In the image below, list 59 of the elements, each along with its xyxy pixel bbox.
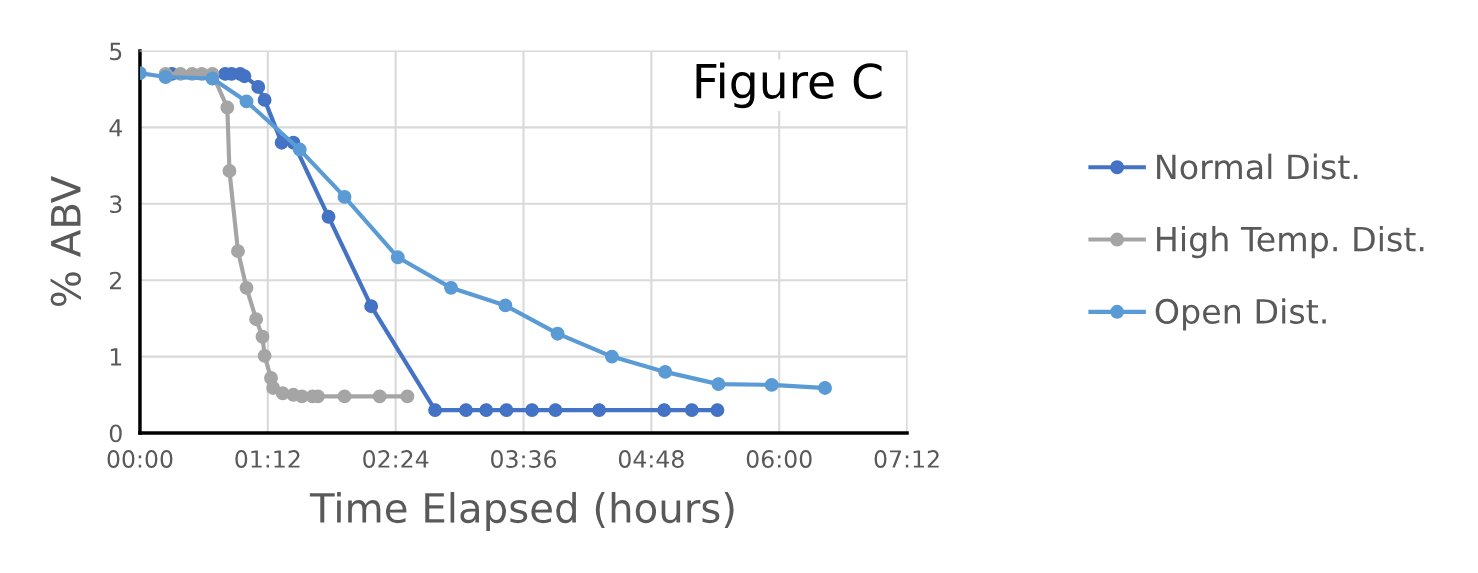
point: [249, 312, 264, 327]
point: [390, 250, 405, 265]
point: [266, 380, 281, 395]
point: [239, 280, 254, 295]
point: [257, 348, 272, 363]
legend-label: High Temp. Dist.: [1157, 225, 1424, 259]
point: [459, 403, 473, 418]
point: [548, 403, 563, 418]
x-tick-label: 04:48: [618, 450, 684, 468]
y-axis-title: % ABV: [50, 176, 82, 307]
point: [257, 92, 272, 107]
point: [239, 94, 254, 109]
point: [479, 403, 494, 418]
point: [684, 403, 699, 418]
point: [444, 280, 459, 295]
point: [818, 380, 832, 395]
point: [764, 377, 779, 392]
point: [604, 349, 619, 364]
point: [499, 403, 514, 418]
y-tick-label: 4: [109, 119, 122, 137]
point: [231, 244, 245, 259]
point: [251, 79, 266, 94]
x-tick-label: 02:24: [363, 450, 429, 468]
y-tick-label: 0: [109, 424, 122, 443]
y-tick-label: 5: [110, 42, 122, 61]
point: [658, 364, 673, 379]
point: [337, 389, 352, 404]
point: [592, 403, 607, 418]
point: [364, 299, 379, 314]
point: [222, 164, 237, 178]
point: [337, 189, 352, 204]
point: [237, 69, 252, 84]
x-tick-label: 07:12: [874, 450, 939, 468]
point: [428, 403, 443, 418]
x-tick-label: 03:36: [491, 450, 557, 468]
y-tick-label: 2: [110, 271, 121, 290]
point: [550, 326, 565, 341]
chart-title: Figure C: [696, 62, 882, 109]
point: [498, 298, 513, 313]
legend-label: Open Dist.: [1155, 298, 1326, 331]
point: [710, 403, 725, 418]
point: [321, 209, 336, 224]
x-tick-label: 06:00: [746, 450, 812, 468]
x-axis-title: Time Elapsed (hours): [309, 491, 734, 531]
point: [400, 389, 415, 404]
point: [220, 100, 235, 115]
point: [372, 389, 387, 404]
point: [158, 70, 173, 84]
legend-label: Normal Dist.: [1157, 153, 1358, 180]
point: [711, 377, 726, 392]
point: [525, 403, 539, 418]
point: [205, 71, 220, 86]
point: [292, 142, 307, 157]
x-tick-label: 01:12: [235, 450, 300, 468]
x-tick-label: 00:00: [107, 450, 173, 468]
point: [657, 403, 672, 418]
y-tick-label: 3: [110, 195, 122, 214]
y-tick-label: 1: [110, 348, 122, 366]
point: [255, 329, 270, 344]
